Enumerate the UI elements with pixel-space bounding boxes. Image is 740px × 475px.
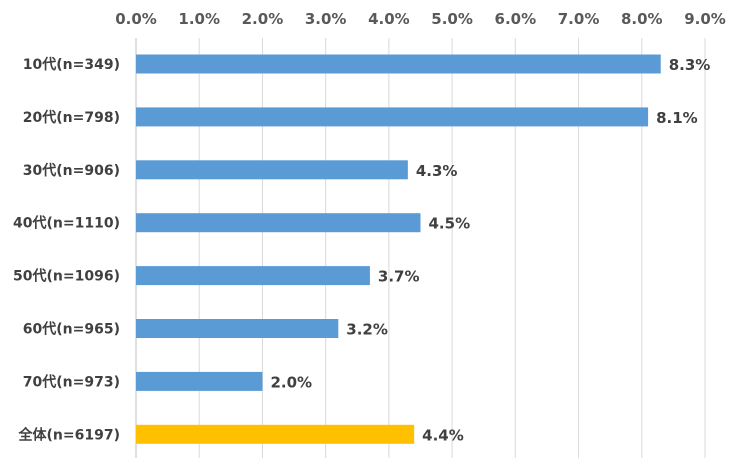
category-labels: 10代(n=349) 20代(n=798) 30代(n=906) 40代(n=1110…: [13, 56, 120, 443]
x-tick-label: 0.0%: [115, 10, 157, 28]
data-label: 8.3%: [669, 56, 711, 74]
x-tick-label: 9.0%: [684, 10, 726, 28]
data-label: 8.1%: [656, 109, 698, 127]
category-label: 70代(n=973): [23, 373, 120, 390]
bar: [136, 160, 408, 179]
x-tick-label: 3.0%: [305, 10, 347, 28]
x-tick-label: 8.0%: [621, 10, 663, 28]
x-tick-label: 6.0%: [495, 10, 537, 28]
data-label: 4.4%: [422, 426, 464, 444]
bar: [136, 107, 648, 126]
data-label: 3.2%: [346, 321, 388, 339]
data-label: 4.3%: [416, 162, 458, 180]
category-label: 20代(n=798): [23, 109, 120, 126]
data-label: 3.7%: [378, 268, 420, 286]
x-tick-label: 2.0%: [242, 10, 284, 28]
data-label: 2.0%: [270, 373, 312, 391]
bar-chart: 0.0% 1.0% 2.0% 3.0% 4.0% 5.0% 6.0% 7.0% 8.0% 9.0%…: [0, 0, 740, 475]
bar: [136, 55, 661, 74]
x-tick-label: 1.0%: [178, 10, 220, 28]
gridlines: [199, 38, 705, 458]
category-label: 50代(n=1096): [13, 268, 120, 285]
bar: [136, 372, 262, 391]
category-label: 30代(n=906): [23, 162, 120, 179]
category-label: 10代(n=349): [23, 56, 120, 73]
bar: [136, 319, 338, 338]
x-axis-tick-labels: 0.0% 1.0% 2.0% 3.0% 4.0% 5.0% 6.0% 7.0% 8.0% 9.0%: [115, 10, 726, 28]
category-label: 40代(n=1110): [13, 215, 120, 232]
bar: [136, 213, 421, 232]
bars: [136, 55, 661, 444]
bar: [136, 266, 370, 285]
data-label: 4.5%: [429, 215, 471, 233]
bar: [136, 425, 414, 444]
x-tick-label: 5.0%: [431, 10, 473, 28]
x-tick-label: 7.0%: [558, 10, 600, 28]
x-tick-label: 4.0%: [368, 10, 410, 28]
category-label: 60代(n=965): [23, 321, 120, 338]
category-label: 全体(n=6197): [18, 426, 120, 443]
